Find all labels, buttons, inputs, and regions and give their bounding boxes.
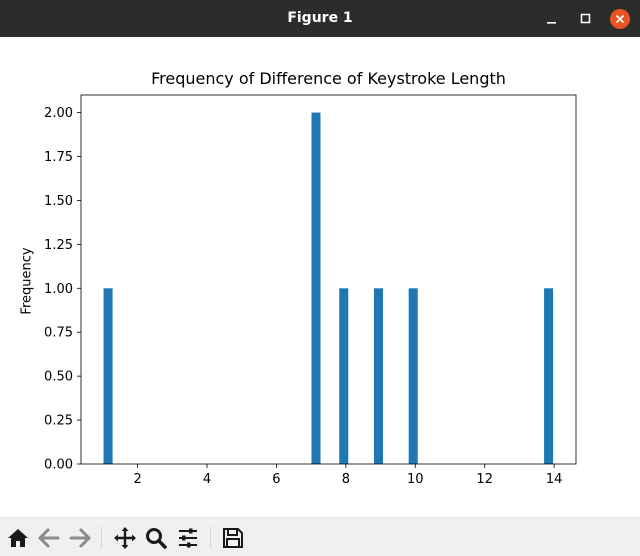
- home-button[interactable]: [5, 525, 31, 551]
- minimize-button[interactable]: [538, 0, 566, 37]
- toolbar-separator: [210, 526, 211, 548]
- x-tick-label: 14: [546, 472, 563, 487]
- figure-canvas: Frequency of Difference of Keystroke Len…: [0, 37, 640, 517]
- y-tick-label: 1.75: [44, 150, 73, 165]
- configure-subplots-icon: [179, 528, 197, 548]
- close-button[interactable]: [606, 0, 634, 37]
- zoom-button[interactable]: [143, 525, 169, 551]
- configure-subplots-button[interactable]: [175, 525, 201, 551]
- window-titlebar: Figure 1: [0, 0, 640, 37]
- pan-button[interactable]: [112, 525, 138, 551]
- minimize-icon: [547, 21, 556, 24]
- bar: [408, 288, 418, 464]
- toolbar-separator: [101, 526, 102, 548]
- maximize-icon: [580, 13, 591, 23]
- window-title: Figure 1: [287, 10, 353, 26]
- bar: [339, 288, 349, 464]
- bar: [373, 288, 383, 464]
- zoom-icon: [146, 528, 167, 549]
- y-tick-label: 1.00: [44, 282, 73, 297]
- pan-icon: [114, 527, 136, 549]
- bar: [103, 288, 113, 464]
- bar: [311, 112, 321, 465]
- chart-plot: 2 4 6 8 10 12 14 0.00 0.25 0.50 0.75 1.00 1.25 1.50 1.…: [44, 94, 577, 487]
- x-tick-label: 2: [133, 472, 141, 487]
- y-tick-label: 0.50: [44, 370, 73, 385]
- close-icon: [610, 8, 630, 29]
- forward-icon: [69, 528, 91, 548]
- back-button[interactable]: [36, 525, 62, 551]
- save-icon: [223, 528, 243, 548]
- bar: [544, 288, 554, 464]
- save-button[interactable]: [220, 525, 246, 551]
- forward-button[interactable]: [67, 525, 93, 551]
- home-icon: [8, 529, 28, 547]
- y-tick-label: 0.75: [44, 326, 73, 341]
- maximize-button[interactable]: [572, 0, 600, 37]
- y-tick-label: 1.50: [44, 194, 73, 209]
- plot-frame: [80, 94, 577, 465]
- y-tick-label: 0.25: [44, 414, 73, 429]
- back-icon: [38, 528, 60, 548]
- x-tick-label: 4: [203, 472, 211, 487]
- x-tick-label: 10: [407, 472, 424, 487]
- y-tick-label: 0.00: [44, 458, 73, 473]
- chart-title: Frequency of Difference of Keystroke Len…: [151, 69, 506, 88]
- y-tick-label: 2.00: [44, 106, 73, 121]
- y-tick-label: 1.25: [44, 238, 73, 253]
- x-tick-label: 6: [272, 472, 280, 487]
- x-tick-label: 8: [342, 472, 350, 487]
- x-tick-label: 12: [476, 472, 493, 487]
- navigation-toolbar: [0, 517, 640, 556]
